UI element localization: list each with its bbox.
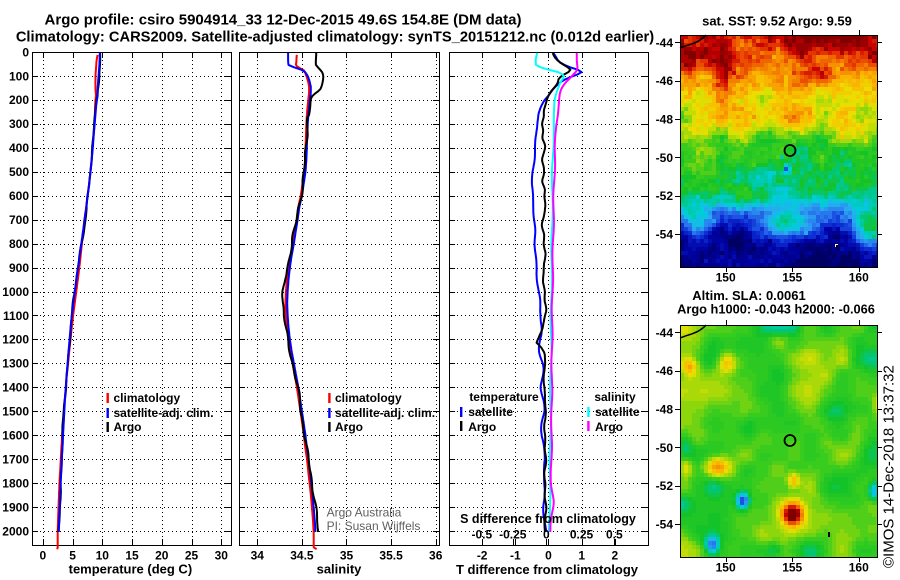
svg-text:150: 150 (716, 271, 736, 285)
svg-text:Argo Australia: Argo Australia (327, 506, 402, 520)
svg-text:10: 10 (96, 549, 110, 563)
svg-text:300: 300 (9, 117, 29, 131)
svg-text:35.5: 35.5 (379, 549, 403, 563)
svg-text:-46: -46 (656, 364, 674, 378)
svg-text:-48: -48 (656, 402, 674, 416)
svg-text:0: 0 (543, 528, 550, 542)
svg-text:400: 400 (9, 141, 29, 155)
svg-text:salinity: salinity (594, 390, 636, 404)
svg-text:-48: -48 (656, 112, 674, 126)
svg-text:Climatology: CARS2009. Satelli: Climatology: CARS2009. Satellite-adjuste… (16, 30, 654, 46)
svg-text:-52: -52 (656, 189, 674, 203)
svg-text:-52: -52 (656, 479, 674, 493)
svg-text:1500: 1500 (2, 405, 29, 419)
svg-text:-50: -50 (656, 441, 674, 455)
svg-text:T difference from climatology: T difference from climatology (456, 562, 639, 577)
svg-text:160: 160 (849, 561, 869, 575)
svg-text:-1: -1 (510, 549, 521, 563)
svg-text:S difference from climatology: S difference from climatology (460, 512, 636, 526)
svg-text:-44: -44 (656, 326, 674, 340)
svg-text:900: 900 (9, 261, 29, 275)
svg-text:5: 5 (69, 549, 76, 563)
svg-text:200: 200 (9, 93, 29, 107)
svg-text:800: 800 (9, 237, 29, 251)
svg-text:1: 1 (578, 549, 585, 563)
svg-text:-46: -46 (656, 74, 674, 88)
svg-text:25: 25 (185, 549, 199, 563)
svg-text:Altim. SLA: 0.0061: Altim. SLA: 0.0061 (692, 288, 805, 303)
svg-text:1200: 1200 (2, 333, 29, 347)
svg-text:satellite: satellite (468, 405, 513, 419)
svg-text:temperature (deg C): temperature (deg C) (69, 562, 193, 577)
svg-text:500: 500 (9, 165, 29, 179)
svg-text:1100: 1100 (3, 309, 29, 323)
svg-text:34.5: 34.5 (290, 549, 314, 563)
svg-text:Argo h1000: -0.043 h2000: -0.0: Argo h1000: -0.043 h2000: -0.066 (677, 302, 875, 317)
svg-text:1300: 1300 (2, 357, 29, 371)
svg-text:0: 0 (545, 549, 552, 563)
svg-text:satellite-adj. clim.: satellite-adj. clim. (335, 406, 435, 420)
svg-text:-0.25: -0.25 (499, 528, 527, 542)
svg-text:-50: -50 (656, 151, 674, 165)
svg-text:-54: -54 (656, 517, 674, 531)
svg-text:700: 700 (9, 213, 29, 227)
svg-text:Argo: Argo (114, 420, 142, 434)
svg-text:satellite-adj. clim.: satellite-adj. clim. (114, 406, 214, 420)
svg-text:1900: 1900 (2, 500, 29, 514)
svg-text:0: 0 (22, 45, 29, 59)
svg-text:34: 34 (251, 549, 265, 563)
svg-text:sat. SST: 9.52 Argo: 9.59: sat. SST: 9.52 Argo: 9.59 (702, 14, 852, 29)
svg-text:30: 30 (215, 549, 229, 563)
svg-text:2000: 2000 (2, 524, 29, 538)
svg-text:©IMOS 14-Dec-2018 13:37:32: ©IMOS 14-Dec-2018 13:37:32 (881, 365, 898, 568)
svg-text:climatology: climatology (114, 391, 181, 405)
svg-text:-0.5: -0.5 (471, 528, 492, 542)
svg-text:Argo: Argo (595, 420, 623, 434)
svg-text:1400: 1400 (2, 381, 29, 395)
svg-text:climatology: climatology (335, 391, 402, 405)
svg-text:-54: -54 (656, 227, 674, 241)
svg-text:Argo: Argo (335, 420, 363, 434)
svg-text:160: 160 (849, 271, 869, 285)
svg-text:temperature: temperature (469, 390, 539, 404)
svg-text:0.25: 0.25 (570, 528, 594, 542)
svg-text:150: 150 (716, 561, 736, 575)
svg-text:salinity: salinity (317, 562, 363, 577)
svg-text:1000: 1000 (2, 285, 29, 299)
svg-text:155: 155 (782, 561, 802, 575)
svg-text:36: 36 (429, 549, 443, 563)
svg-text:satellite: satellite (595, 405, 640, 419)
svg-text:1700: 1700 (2, 452, 29, 466)
svg-text:1600: 1600 (2, 429, 29, 443)
svg-text:15: 15 (125, 549, 139, 563)
svg-text:35: 35 (340, 549, 354, 563)
svg-text:PI: Susan Wijffels: PI: Susan Wijffels (327, 519, 421, 533)
svg-text:-44: -44 (656, 36, 674, 50)
svg-text:0.5: 0.5 (606, 528, 623, 542)
svg-text:2: 2 (611, 549, 618, 563)
svg-text:1800: 1800 (2, 476, 29, 490)
svg-text:600: 600 (9, 189, 29, 203)
svg-text:155: 155 (782, 271, 802, 285)
svg-text:-2: -2 (477, 549, 488, 563)
svg-text:Argo profile: csiro 5904914_33: Argo profile: csiro 5904914_33 12-Dec-20… (45, 12, 522, 29)
svg-text:100: 100 (9, 69, 29, 83)
svg-text:0: 0 (39, 549, 46, 563)
svg-text:Argo: Argo (468, 420, 496, 434)
svg-text:20: 20 (155, 549, 169, 563)
